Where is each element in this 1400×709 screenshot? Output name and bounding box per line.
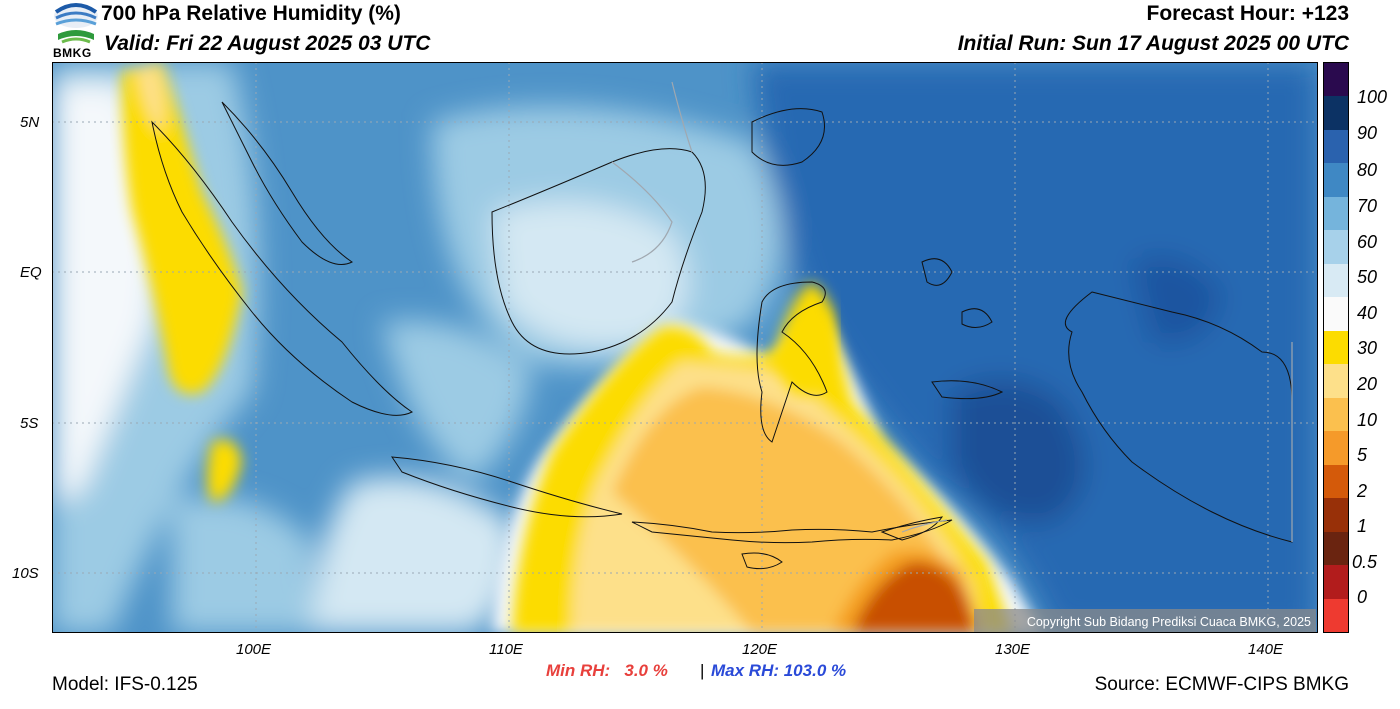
valid-time: Valid: Fri 22 August 2025 03 UTC (104, 32, 431, 55)
model-label: Model: IFS-0.125 (52, 674, 198, 695)
lon-tick-120e: 120E (742, 641, 778, 658)
colorbar-swatch-2 (1324, 464, 1348, 499)
dry-region-very-dry (852, 562, 977, 633)
colorbar-label-70: 70 (1357, 196, 1378, 216)
deep-blue-east-region (752, 62, 1318, 633)
humidity-map: Copyright Sub Bidang Prediksi Cuaca BMKG… (52, 62, 1318, 633)
lat-tick-5s: 5S (20, 415, 39, 432)
pale-blue-borneo (492, 200, 688, 347)
map-title: 700 hPa Relative Humidity (%) (101, 2, 401, 25)
colorbar-label-30: 30 (1357, 338, 1378, 358)
colorbar-label-5: 5 (1357, 445, 1368, 465)
colorbar-label-90: 90 (1357, 123, 1378, 143)
colorbar-swatch-5 (1324, 431, 1348, 465)
bmkg-logo-text: BMKG (53, 46, 92, 60)
bmkg-logo: BMKG (52, 2, 100, 60)
lon-tick-130e: 130E (995, 641, 1031, 658)
colorbar-swatch-30 (1324, 330, 1348, 365)
colorbar-swatch-70 (1324, 196, 1348, 231)
colorbar-swatch-0 (1324, 565, 1348, 599)
colorbar-label-20: 20 (1357, 374, 1378, 394)
dry-sulawesi (772, 282, 835, 394)
colorbar-swatch-60 (1324, 230, 1348, 264)
colorbar-swatch-0-5 (1324, 531, 1348, 566)
pale-band-south (312, 477, 514, 633)
copyright-text: Copyright Sub Bidang Prediksi Cuaca BMKG… (1027, 615, 1311, 629)
colorbar-label-10: 10 (1357, 410, 1378, 430)
colorbar-swatch-50 (1324, 263, 1348, 298)
lat-tick-10s: 10S (12, 565, 39, 582)
lat-tick-eq: EQ (20, 264, 42, 281)
country-borders (611, 81, 1293, 542)
map-gridlines (52, 62, 1318, 633)
lat-tick-5n: 5N (20, 114, 40, 131)
colorbar-swatch-100 (1324, 96, 1348, 130)
colorbar-swatch-20 (1324, 364, 1348, 398)
forecast-hour: Forecast Hour: +123 (1146, 2, 1350, 25)
source-label: Source: ECMWF-CIPS BMKG (1094, 674, 1349, 695)
navy-patches (952, 379, 1085, 524)
colorbar-swatch-90 (1324, 129, 1348, 164)
max-rh: Max RH: 103.0 % (711, 661, 847, 680)
dry-strip-sumatra (122, 62, 242, 394)
colorbar-swatch-40 (1324, 297, 1348, 331)
copyright-box (974, 609, 1316, 632)
navy-patch-2 (1132, 256, 1222, 344)
colorbar-swatch-above-100 (1324, 63, 1348, 97)
colorbar-label-2: 2 (1357, 481, 1368, 501)
colorbar-label-100: 100 (1357, 87, 1388, 107)
lon-tick-140e: 140E (1248, 641, 1284, 658)
colorbar-label-80: 80 (1357, 160, 1378, 180)
lon-tick-100e: 100E (236, 641, 272, 658)
colorbar-label-0: 0 (1357, 587, 1368, 607)
map-frame (52, 62, 1318, 633)
light-south-west (172, 497, 312, 633)
colorbar-label-60: 60 (1357, 232, 1378, 252)
lon-tick-110e: 110E (489, 641, 523, 658)
dry-patch-southwest (207, 439, 242, 502)
colorbar-label-0-5: 0.5 (1352, 552, 1378, 572)
colorbar (1323, 62, 1349, 633)
colorbar-label-50: 50 (1357, 267, 1378, 287)
light-band-java-sea (382, 320, 532, 482)
colorbar-swatch-10 (1324, 397, 1348, 432)
min-rh: Min RH: 3.0 % (546, 661, 668, 680)
colorbar-swatch-80 (1324, 163, 1348, 197)
stat-separator: | (700, 661, 705, 680)
colorbar-label-1: 1 (1357, 516, 1368, 536)
bmkg-logo-icon (54, 3, 98, 44)
initial-run: Initial Run: Sun 17 August 2025 00 UTC (957, 32, 1349, 55)
dry-strip-sumatra-light (137, 67, 164, 132)
colorbar-swatch-1 (1324, 498, 1348, 532)
colorbar-label-40: 40 (1357, 303, 1378, 323)
colorbar-swatch-below-0 (1324, 598, 1348, 632)
